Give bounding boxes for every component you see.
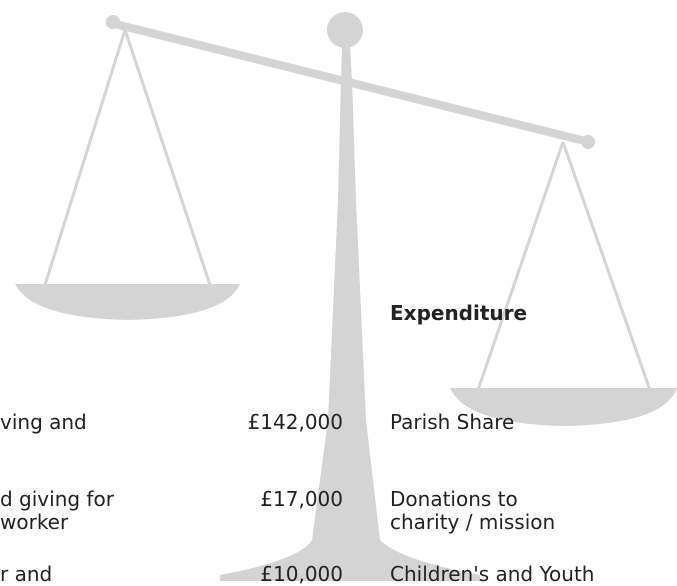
- income-label: ving and: [0, 411, 87, 434]
- expenditure-label: Children's and Youth: [390, 563, 594, 586]
- income-label: r and: [0, 563, 52, 586]
- income-label: worker: [0, 511, 68, 534]
- income-label: d giving for: [0, 488, 114, 511]
- expenditure-label: charity / mission: [390, 511, 555, 534]
- amount: £10,000: [143, 563, 343, 586]
- page: Expenditure ving and £142,000 Parish Share…: [0, 0, 677, 581]
- column-header: Expenditure: [390, 302, 527, 325]
- amount: £142,000: [143, 411, 343, 434]
- expenditure-label: Parish Share: [390, 411, 514, 434]
- amount: £17,000: [143, 488, 343, 511]
- expenditure-label: Donations to: [390, 488, 518, 511]
